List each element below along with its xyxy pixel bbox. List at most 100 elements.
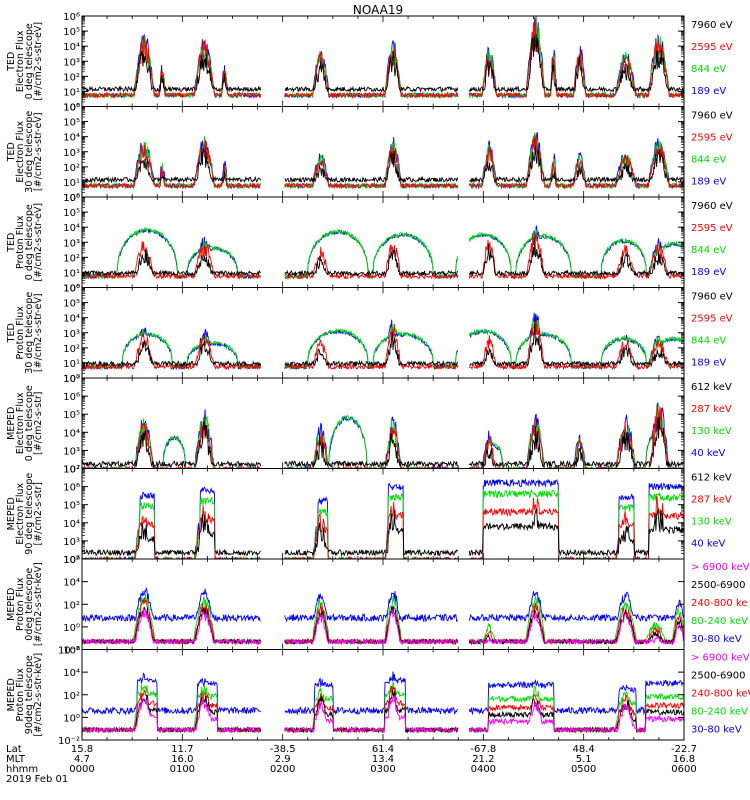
panel-data [82,671,684,734]
y-axis-label: TED [6,52,17,72]
x-tick-label-lat: 15.8 [71,744,93,755]
legend-entry: > 6900 keV [691,653,750,664]
legend: 7960 eV 2595 eV 844 eV 189 eV [691,20,733,97]
x-tick-label-mlt: 16.0 [171,754,193,765]
y-axis-label: [#/cm2-s-str] [33,482,44,545]
series-line-130-kev [82,488,684,559]
panel-data [82,131,684,190]
y-axis-label: Electron Flux [15,121,26,183]
x-tick-label-hhmm: 0500 [571,764,596,775]
series-line-7960-ev [82,236,684,277]
y-axis-label: 0deg telescope [24,568,35,641]
y-tick-label: 10⁶ [63,284,80,295]
x-row-label: Lat [6,744,22,755]
series-line--6900-kev [82,607,684,646]
y-tick-label: 10⁶ [63,392,80,403]
x-tick-label-lat: -22.7 [671,744,697,755]
legend-entry: 2595 eV [691,133,733,144]
x-tick-label-mlt: 4.7 [74,754,90,765]
y-axis-label: Electron Flux [15,30,26,92]
legend-entry: 612 keV [691,382,732,393]
x-tick-label-lat: 48.4 [573,744,595,755]
panel-frame [81,649,685,741]
y-tick-label: 10⁶ [63,483,80,494]
panel-frame [81,468,685,560]
x-tick-label-hhmm: 0300 [370,764,395,775]
x-tick-label-lat: 11.7 [171,744,193,755]
y-tick-label: 10⁴ [63,133,80,144]
y-tick-label: 10³ [63,57,80,68]
series-line-2595-ev [82,135,684,190]
legend: 7960 eV 2595 eV 844 eV 189 eV [691,111,733,188]
legend-entry: 287 keV [691,495,732,506]
y-tick-label: 10⁷ [63,374,80,385]
legend-entry: 7960 eV [691,201,733,212]
y-axis-label: Proton Flux [15,577,26,631]
x-tick-label-hhmm: 0200 [270,764,295,775]
legend-entry: 189 eV [691,86,726,97]
legend: 612 keV 287 keV 130 keV 40 keV [691,382,732,459]
panel-frame [81,558,685,650]
chart-title: NOAA19 [353,3,403,17]
series-line-844-ev [82,318,684,371]
y-tick-label: 10⁰ [63,623,80,634]
y-axis-label: TED [6,233,17,253]
y-tick-label: 10⁰ [63,284,80,295]
legend-entry: 130 keV [691,517,732,528]
legend-entry: 40 keV [691,448,725,459]
y-tick-label: 10² [63,72,80,83]
legend-entry: 130 keV [691,426,732,437]
legend: 7960 eV 2595 eV 844 eV 189 eV [691,292,733,369]
series-line-287-kev [82,495,684,559]
y-axis-label: MEPED [6,407,17,440]
y-tick-label: 10⁰ [63,193,80,204]
legend-entry: > 6900 keV [691,562,750,573]
y-axis-label: 90 deg telescope [24,473,35,555]
x-row-label: MLT [6,754,26,765]
y-tick-label: 10⁰ [63,713,80,724]
y-tick-label: 10⁵ [63,118,80,129]
x-tick-label-lat: 61.4 [372,744,394,755]
legend-entry: 7960 eV [691,111,733,122]
legend: 7960 eV 2595 eV 844 eV 189 eV [691,201,733,278]
y-axis-label: Proton Flux [15,306,26,360]
y-tick-label: 10⁵ [63,501,80,512]
y-tick-label: 10² [63,344,80,355]
y-axis-label: TED [6,323,17,343]
legend-entry: 2595 eV [691,314,733,325]
y-axis-label: [#/cm2-s-str-eV] [33,293,44,372]
x-row-label: hhmm [6,764,38,775]
y-axis-label: [#/cm2-s-str-eV] [33,22,44,101]
legend-entry: 612 keV [691,473,732,484]
y-tick-label: 10³ [63,238,80,249]
legend-entry: 2595 eV [691,223,733,234]
legend-entry: 189 eV [691,267,726,278]
y-tick-label: 10⁵ [63,410,80,421]
y-axis-label: MEPED [6,588,17,621]
y-tick-label: 10¹ [63,178,80,189]
y-tick-label: 10⁵ [63,27,80,38]
y-tick-label: 10³ [63,329,80,340]
legend: 612 keV 287 keV 130 keV 40 keV [691,473,732,550]
series-line-7960-ev [82,323,684,368]
y-tick-label: 10² [63,253,80,264]
y-axis-label: 0 deg telescope [24,385,35,461]
y-tick-label: 10⁶ [63,646,80,657]
legend: > 6900 keV 2500-6900 240-800 keV 80-240 keV… [691,653,750,736]
x-tick-label-hhmm: 0100 [170,764,195,775]
legend-entry: 2500-6900 [691,671,746,682]
series-line-130-kev [82,404,684,469]
y-tick-label: 10⁻² [58,646,80,657]
legend-entry: 844 eV [691,336,726,347]
x-tick-label-lat: -38.5 [270,744,296,755]
series-line-189-ev [82,225,684,280]
y-axis-label: [#/cm2-s-str-keV] [33,562,44,646]
y-tick-label: 10⁰ [63,103,80,114]
legend-entry: 287 keV [691,404,732,415]
y-tick-label: 10¹ [63,359,80,370]
legend-entry: 2595 eV [691,42,733,53]
